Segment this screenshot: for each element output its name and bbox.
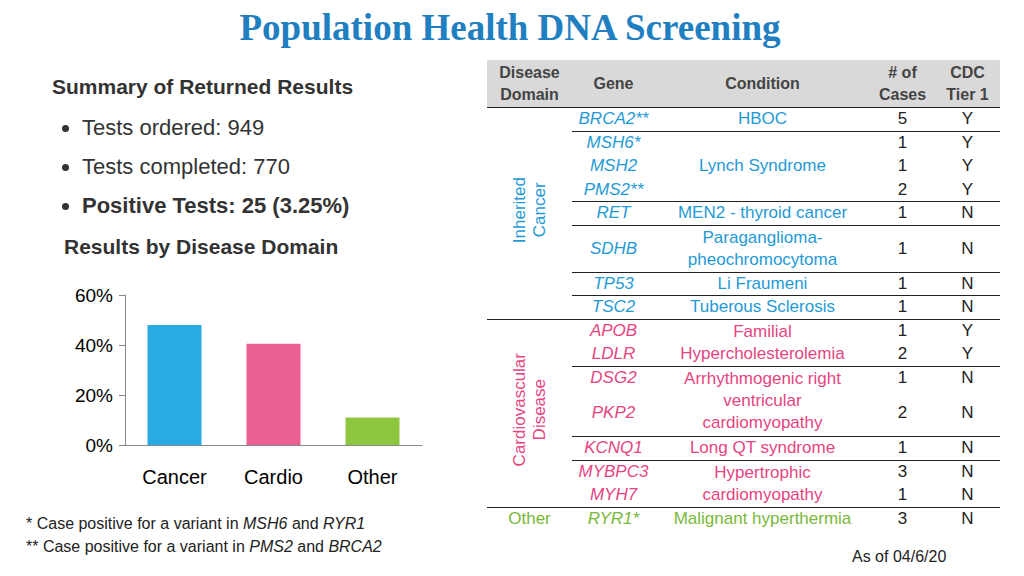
html-text:MEN2 - thyroid cancer: MEN2 - thyroid cancer	[677, 203, 848, 223]
html-text:N: N	[961, 368, 974, 387]
html-text:LDLR: LDLR	[591, 344, 636, 363]
html-text:Disease: Disease	[529, 379, 549, 441]
html-text:* Case positive for a variant: * Case positive for a variant in MSH6 an…	[26, 515, 366, 532]
html-text:1: 1	[897, 485, 908, 504]
html-text:N: N	[961, 509, 974, 528]
html-text:Gene: Gene	[593, 74, 634, 92]
html-text:Cancer: Cancer	[529, 182, 549, 238]
html-text:3: 3	[897, 509, 908, 528]
html-text:1: 1	[897, 368, 908, 387]
html-text:Positive Tests: 25 (3.25%): Positive Tests: 25 (3.25%)	[82, 193, 350, 218]
html-text:Condition: Condition	[725, 74, 800, 92]
html-text:MYBPC3: MYBPC3	[578, 462, 649, 481]
html-text:KCNQ1: KCNQ1	[584, 438, 643, 458]
html-text:Tuberous Sclerosis: Tuberous Sclerosis	[690, 297, 835, 317]
html-text:Cardiovascular: Cardiovascular	[509, 353, 529, 467]
html-text:Tests ordered: 949: Tests ordered: 949	[82, 115, 265, 140]
html-text:As of 04/6/20: As of 04/6/20	[852, 548, 947, 565]
html-text:3: 3	[897, 462, 908, 481]
html-text:N: N	[961, 402, 974, 422]
html-text:DSG2: DSG2	[590, 368, 637, 387]
html-text:Y: Y	[961, 344, 974, 363]
html-text:cardiomyopathy: cardiomyopathy	[702, 484, 823, 504]
html-text:RET: RET	[596, 203, 631, 223]
html-text:Results by Disease Domain: Results by Disease Domain	[64, 235, 339, 258]
html-text:1: 1	[897, 156, 908, 176]
html-text:Inherited: Inherited	[509, 177, 529, 244]
html-text:Y: Y	[961, 321, 974, 340]
html-text:2: 2	[897, 344, 908, 363]
html-text:** Case positive for a variant: ** Case positive for a variant in PMS2 a…	[26, 538, 382, 555]
html-text:1: 1	[897, 273, 908, 293]
html-text:Li Fraumeni: Li Fraumeni	[717, 273, 808, 293]
html-text:N: N	[961, 203, 974, 223]
html-text:Population Health DNA Screenin: Population Health DNA Screening	[239, 7, 781, 48]
html-text:Long QT syndrome: Long QT syndrome	[689, 438, 836, 458]
html-text:1: 1	[897, 238, 908, 258]
html-text:N: N	[961, 297, 974, 317]
svg-text:20%: 20%	[75, 385, 113, 406]
html-text:pheochromocytoma: pheochromocytoma	[687, 249, 838, 269]
html-text:Other: Other	[508, 509, 551, 528]
svg-text:0%: 0%	[86, 435, 114, 456]
html-text:HBOC: HBOC	[737, 109, 788, 129]
svg-text:Cancer: Cancer	[142, 466, 207, 488]
html-text:TSC2: TSC2	[591, 297, 636, 317]
html-text:N: N	[961, 462, 974, 481]
html-text:MSH6*: MSH6*	[586, 133, 641, 152]
svg-text:40%: 40%	[75, 335, 113, 356]
html-text:Y: Y	[961, 133, 974, 152]
html-text:Tests completed: 770: Tests completed: 770	[82, 154, 290, 179]
html-text:CDC: CDC	[950, 63, 985, 81]
html-text:1: 1	[897, 133, 908, 152]
html-text:ventricular: ventricular	[723, 391, 802, 411]
html-text:Domain: Domain	[500, 85, 559, 103]
html-text:APOB: APOB	[589, 321, 638, 340]
html-text:cardiomyopathy: cardiomyopathy	[702, 413, 823, 433]
html-text:RYR1*: RYR1*	[587, 509, 640, 528]
html-text:Y: Y	[961, 109, 974, 129]
html-text:Malignant hyperthermia: Malignant hyperthermia	[673, 509, 852, 528]
html-text:Hypercholesterolemia: Hypercholesterolemia	[680, 343, 845, 363]
html-text:Y: Y	[961, 156, 974, 176]
svg-text:Other: Other	[347, 466, 397, 488]
html-text:Y: Y	[961, 179, 974, 199]
html-text:N: N	[961, 273, 974, 293]
html-text:1: 1	[897, 438, 908, 458]
html-text:PKP2: PKP2	[591, 402, 636, 422]
html-text:BRCA2**: BRCA2**	[578, 109, 649, 129]
html-text:Arrhythmogenic right: Arrhythmogenic right	[684, 369, 841, 389]
html-text:5: 5	[897, 109, 908, 129]
html-text:MSH2: MSH2	[589, 156, 638, 176]
html-text:1: 1	[897, 321, 908, 340]
html-text:N: N	[961, 238, 974, 258]
svg-text:60%: 60%	[75, 285, 113, 306]
html-text:N: N	[961, 485, 974, 504]
html-text:Lynch Syndrome: Lynch Syndrome	[699, 156, 826, 176]
html-text:Summary of Returned Results: Summary of Returned Results	[52, 75, 354, 98]
html-text:1: 1	[897, 203, 908, 223]
html-text:Cases: Cases	[878, 85, 927, 103]
html-text:# of: # of	[888, 63, 917, 81]
html-text:Hypertrophic: Hypertrophic	[714, 462, 811, 482]
html-text:1: 1	[897, 297, 908, 317]
html-text:N: N	[961, 438, 974, 458]
svg-text:Cardio: Cardio	[244, 466, 303, 488]
html-text:2: 2	[897, 402, 908, 422]
html-text:PMS2**: PMS2**	[583, 179, 644, 199]
html-text:MYH7: MYH7	[589, 485, 638, 504]
html-text:TP53: TP53	[593, 273, 634, 293]
html-text:SDHB: SDHB	[589, 238, 638, 258]
html-text:2: 2	[897, 179, 908, 199]
html-text:Tier 1: Tier 1	[946, 85, 989, 103]
html-text:Paraganglioma-: Paraganglioma-	[702, 227, 823, 247]
html-text:Familial: Familial	[733, 321, 792, 341]
html-text:Disease: Disease	[499, 63, 560, 81]
